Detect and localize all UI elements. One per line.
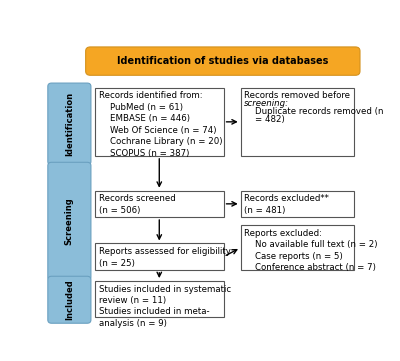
- Text: Studies included in systematic
review (n = 11)
Studies included in meta-
analysi: Studies included in systematic review (n…: [99, 284, 231, 328]
- FancyBboxPatch shape: [48, 276, 91, 323]
- Text: = 482): = 482): [244, 115, 284, 124]
- Text: screening:: screening:: [244, 99, 289, 108]
- FancyBboxPatch shape: [86, 47, 360, 75]
- Text: Reports assessed for eligibility
(n = 25): Reports assessed for eligibility (n = 25…: [99, 247, 231, 268]
- Text: Duplicate records removed (n: Duplicate records removed (n: [244, 107, 383, 116]
- Bar: [95, 243, 224, 270]
- Bar: [95, 88, 224, 156]
- Text: Included: Included: [65, 279, 74, 320]
- Text: Records screened
(n = 506): Records screened (n = 506): [99, 194, 176, 215]
- Text: Identification of studies via databases: Identification of studies via databases: [117, 56, 328, 66]
- Text: Screening: Screening: [65, 197, 74, 245]
- Text: Reports excluded:
    No available full text (n = 2)
    Case reports (n = 5)
  : Reports excluded: No available full text…: [244, 229, 377, 272]
- Text: Records excluded**
(n = 481): Records excluded** (n = 481): [244, 194, 329, 215]
- Bar: [241, 225, 354, 270]
- FancyBboxPatch shape: [48, 83, 91, 165]
- FancyBboxPatch shape: [48, 162, 91, 280]
- Bar: [241, 88, 354, 156]
- Text: Identification: Identification: [65, 92, 74, 156]
- Bar: [95, 281, 224, 317]
- Bar: [241, 191, 354, 217]
- Text: Records removed before: Records removed before: [244, 91, 350, 100]
- Bar: [95, 191, 224, 217]
- Text: Records identified from:
    PubMed (n = 61)
    EMBASE (n = 446)
    Web Of Sci: Records identified from: PubMed (n = 61)…: [99, 91, 222, 158]
